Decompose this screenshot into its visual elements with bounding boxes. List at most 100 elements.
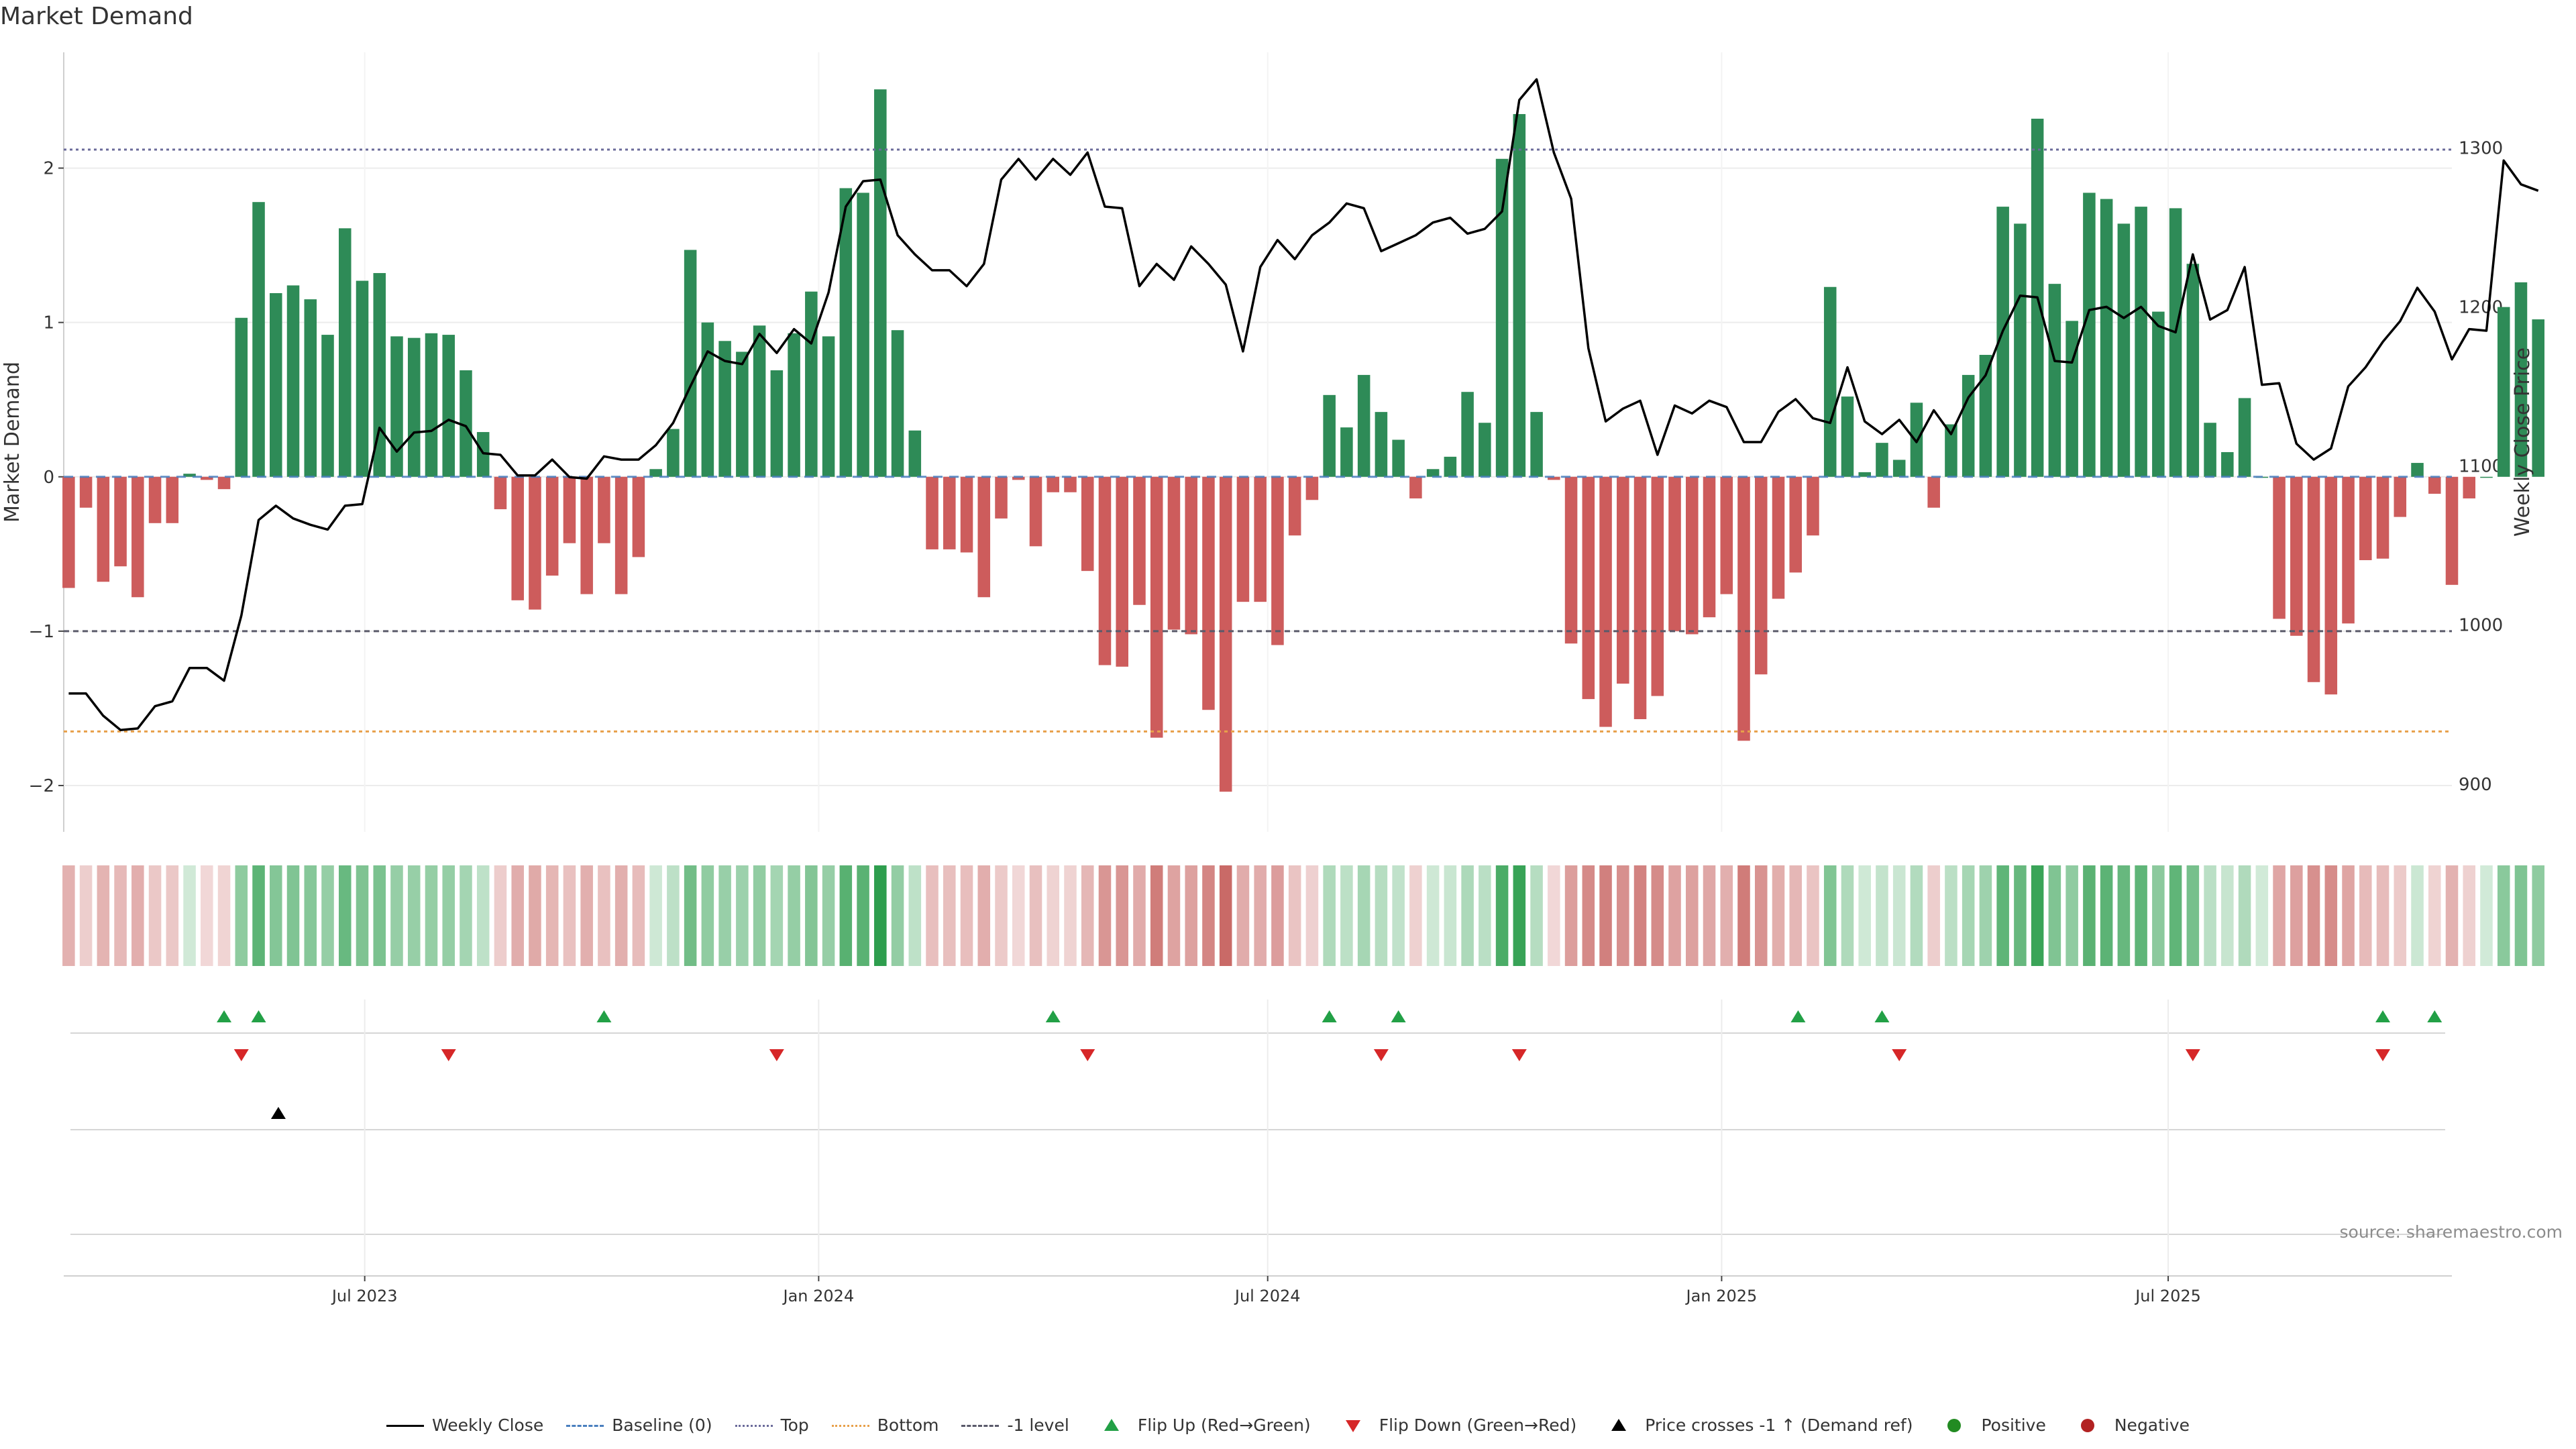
heat-cell	[701, 865, 714, 966]
heat-cell	[1461, 865, 1474, 966]
legend-symbol	[386, 1417, 424, 1434]
heat-cell	[1548, 865, 1560, 966]
demand-bar	[1720, 476, 1733, 594]
demand-bar	[1945, 424, 1957, 477]
demand-bar	[788, 333, 800, 477]
heat-cell	[1375, 865, 1388, 966]
legend-item: Weekly Close	[386, 1415, 543, 1435]
demand-bar	[1150, 476, 1163, 738]
demand-bar	[442, 335, 455, 477]
demand-bar	[2048, 284, 2061, 477]
flip-up-marker	[1045, 1010, 1061, 1022]
heat-cell	[2135, 865, 2147, 966]
heat-cell	[235, 865, 248, 966]
heat-cell	[1444, 865, 1457, 966]
heat-cell	[304, 865, 317, 966]
demand-bar	[2411, 463, 2424, 477]
heat-cell	[2169, 865, 2182, 966]
demand-bar	[1979, 354, 1992, 477]
demand-bar	[1185, 476, 1197, 635]
heat-cell	[839, 865, 853, 966]
heat-cell	[1927, 865, 1940, 966]
demand-bar	[511, 476, 524, 600]
legend-label: Baseline (0)	[612, 1415, 712, 1435]
flip-up-marker	[1322, 1010, 1337, 1022]
demand-bar	[563, 476, 576, 543]
demand-bar	[1236, 476, 1250, 602]
demand-bar	[2445, 476, 2459, 585]
flip-down-marker	[1080, 1049, 1095, 1061]
legend-symbol	[1092, 1417, 1130, 1434]
demand-bar	[2428, 476, 2441, 494]
demand-bar	[1582, 476, 1595, 700]
legend-item: Flip Up (Red→Green)	[1092, 1415, 1311, 1435]
legend-item: Price crosses -1 ↑ (Demand ref)	[1599, 1415, 1913, 1435]
demand-bar	[1409, 476, 1422, 498]
heat-cell	[977, 865, 991, 966]
heat-cell	[1668, 865, 1681, 966]
heat-cell	[1133, 865, 1146, 966]
heat-cell	[183, 865, 196, 966]
demand-bar	[891, 330, 904, 477]
demand-bar	[598, 476, 610, 543]
legend-label: Bottom	[877, 1415, 939, 1435]
heat-cell	[1340, 865, 1353, 966]
x-tick-label: Jan 2024	[782, 1287, 855, 1305]
weekly-close-line	[68, 78, 2539, 731]
heat-cell	[1116, 865, 1128, 966]
demand-bar	[2152, 311, 2165, 477]
demand-bar	[476, 432, 490, 477]
demand-bar	[148, 476, 162, 523]
heat-cell	[1962, 865, 1975, 966]
heat-cell	[1599, 865, 1612, 966]
y-tick-label: −2	[29, 776, 54, 796]
legend-symbol	[1935, 1417, 1973, 1434]
heat-cell	[2480, 865, 2493, 966]
demand-bar	[2359, 476, 2372, 561]
y-right-tick-label: 1000	[2459, 616, 2503, 636]
heat-cell	[62, 865, 75, 966]
demand-bar	[1046, 476, 1060, 492]
heat-cell	[1892, 865, 1906, 966]
flip-down-marker	[2185, 1049, 2200, 1061]
heat-cell	[891, 865, 904, 966]
source-note: source: sharemaestro.com	[2339, 1222, 2563, 1242]
flip-up-marker	[251, 1010, 266, 1022]
heat-cell	[1617, 865, 1629, 966]
demand-bar	[201, 476, 213, 480]
heat-cell	[1254, 865, 1267, 966]
demand-bar	[2290, 476, 2303, 636]
heat-cell	[1703, 865, 1716, 966]
y-right-tick-label: 1200	[2459, 297, 2503, 317]
heat-cell	[1979, 865, 1992, 966]
demand-bar	[407, 337, 421, 477]
demand-bar	[960, 476, 973, 553]
legend-label: Flip Up (Red→Green)	[1137, 1415, 1311, 1435]
legend-item: Top	[735, 1415, 809, 1435]
heat-cell	[943, 865, 956, 966]
demand-bar	[2532, 319, 2544, 477]
demand-bar	[304, 299, 317, 477]
heat-cell	[2394, 865, 2407, 966]
demand-bar	[1495, 158, 1509, 477]
demand-bar	[62, 476, 75, 588]
heat-cell	[1876, 865, 1888, 966]
heat-cell	[1357, 865, 1371, 966]
demand-bar	[1651, 476, 1664, 696]
price-cross-marker	[270, 1107, 286, 1119]
demand-bar	[632, 476, 645, 557]
demand-bar	[1927, 476, 1940, 508]
demand-bar	[2394, 476, 2407, 517]
flip-down-marker	[233, 1049, 249, 1061]
demand-bar	[736, 352, 749, 477]
flip-down-marker	[1373, 1049, 1389, 1061]
demand-bar	[2514, 282, 2528, 477]
heat-cell	[1167, 865, 1181, 966]
demand-bar	[356, 280, 369, 477]
heat-cell	[2014, 865, 2027, 966]
demand-bar	[1841, 396, 1854, 477]
demand-bar	[839, 188, 853, 477]
legend-symbol	[1334, 1417, 1371, 1434]
demand-bar	[373, 273, 386, 477]
